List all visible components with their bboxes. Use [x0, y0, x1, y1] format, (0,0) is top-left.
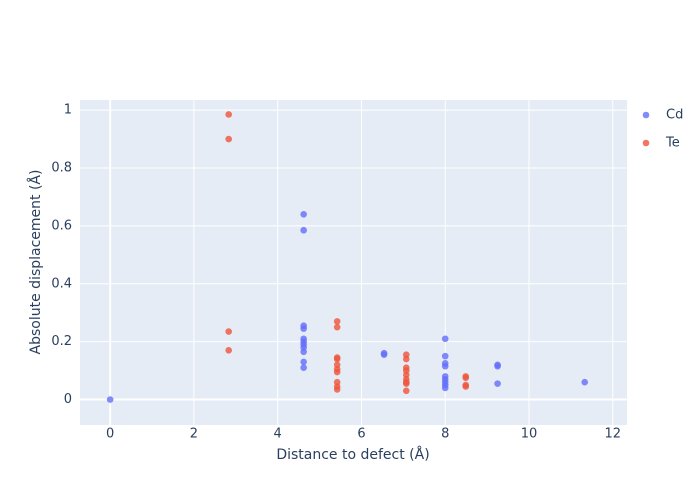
point — [333, 318, 341, 325]
point — [225, 111, 232, 118]
point — [333, 386, 341, 393]
point — [300, 358, 307, 366]
point — [462, 374, 470, 382]
point — [581, 378, 588, 386]
y-tick-label: 1 — [64, 103, 72, 118]
x-tick-label: 0 — [106, 427, 114, 442]
point — [225, 347, 232, 354]
x-tick-label: 12 — [604, 427, 621, 442]
x-tick-label: 2 — [190, 427, 198, 442]
plot-area — [80, 100, 627, 425]
y-tick-label: 0 — [64, 392, 72, 407]
point — [441, 352, 449, 360]
point — [402, 380, 410, 387]
point — [380, 351, 388, 358]
point — [300, 325, 307, 332]
x-tick-label: 4 — [274, 427, 282, 442]
point — [106, 396, 114, 403]
point — [441, 384, 449, 392]
point — [300, 348, 307, 356]
point — [333, 355, 341, 363]
point — [225, 135, 232, 143]
y-tick-label: 0.2 — [51, 334, 72, 349]
point — [402, 387, 410, 395]
legend-marker — [642, 111, 650, 119]
legend-marker — [642, 139, 650, 147]
x-tick-label: 8 — [441, 427, 449, 442]
legend-label: Cd — [666, 108, 683, 123]
x-axis-label: Distance to defect (Å) — [276, 446, 429, 463]
point — [494, 362, 501, 370]
y-axis-label: Absolute displacement (Å) — [27, 170, 44, 355]
point — [402, 355, 410, 363]
point — [333, 323, 341, 331]
point — [300, 211, 307, 218]
y-tick-label: 0.8 — [51, 161, 72, 176]
point — [225, 328, 232, 335]
point — [462, 383, 470, 390]
point — [441, 362, 449, 370]
legend-label: Te — [665, 136, 680, 151]
grid — [80, 100, 627, 425]
x-tick-label: 6 — [357, 427, 365, 442]
marks — [106, 111, 588, 403]
y-tick-label: 0.6 — [51, 218, 72, 233]
x-tick-label: 10 — [521, 427, 538, 442]
point — [333, 368, 341, 376]
point — [300, 364, 307, 371]
point — [441, 335, 449, 343]
point — [494, 380, 501, 387]
y-tick-label: 0.4 — [51, 276, 72, 291]
point — [300, 226, 307, 234]
